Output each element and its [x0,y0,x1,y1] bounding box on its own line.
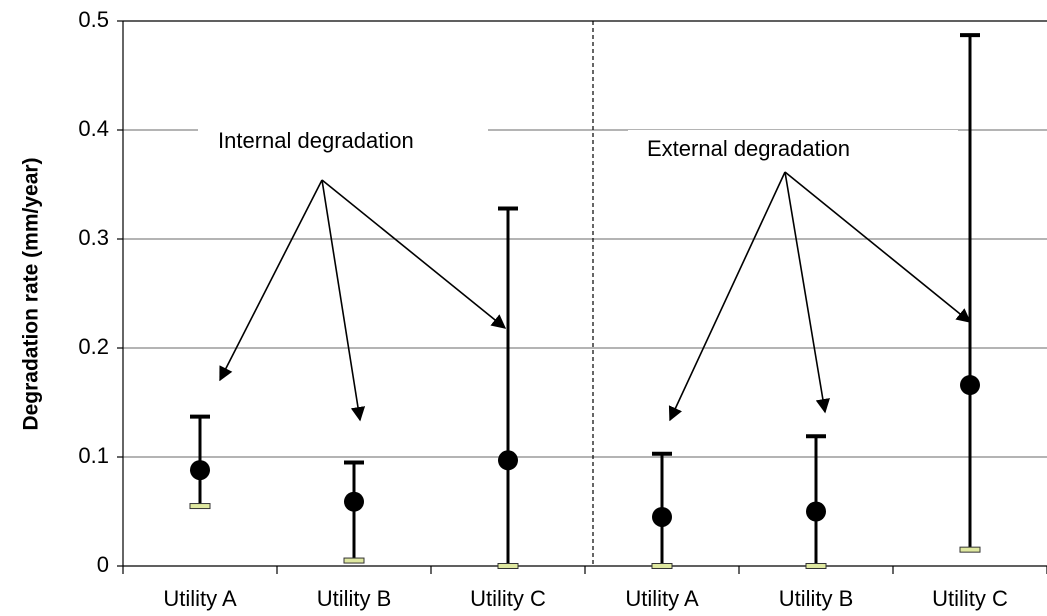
x-tick-label: Utility B [779,586,854,611]
grid [123,20,1047,458]
y-tick-label: 0.3 [78,225,109,250]
y-tick-label: 0.4 [78,116,109,141]
error-cap-low [805,563,827,569]
x-tick-label: Utility B [317,586,392,611]
y-tick-label: 0.2 [78,334,109,359]
arrows [219,171,972,422]
annotation: Internal degradation [218,128,414,153]
error-cap-low [497,563,519,569]
error-cap-low [343,557,365,564]
x-tick-label: Utility C [932,586,1008,611]
annotation-box [628,130,958,170]
point [344,491,364,512]
y-tick-label: 0.5 [78,7,109,32]
y-tick-label: 0 [97,552,109,577]
point [498,450,518,471]
x-tick-label: Utility C [470,586,546,611]
x-tick-label: Utility A [163,586,237,611]
error-cap-low [959,546,981,553]
y-tick-label: 0.1 [78,443,109,468]
point [806,501,826,522]
point [190,460,210,481]
x-tick-label: Utility A [625,586,699,611]
y-axis-title: Degradation rate (mm/year) [20,157,43,430]
annotation: External degradation [647,136,850,161]
error-cap-low [189,503,211,510]
error-cap-low [651,563,673,569]
point [960,375,980,396]
point [652,506,672,527]
annotation-box [198,115,488,149]
